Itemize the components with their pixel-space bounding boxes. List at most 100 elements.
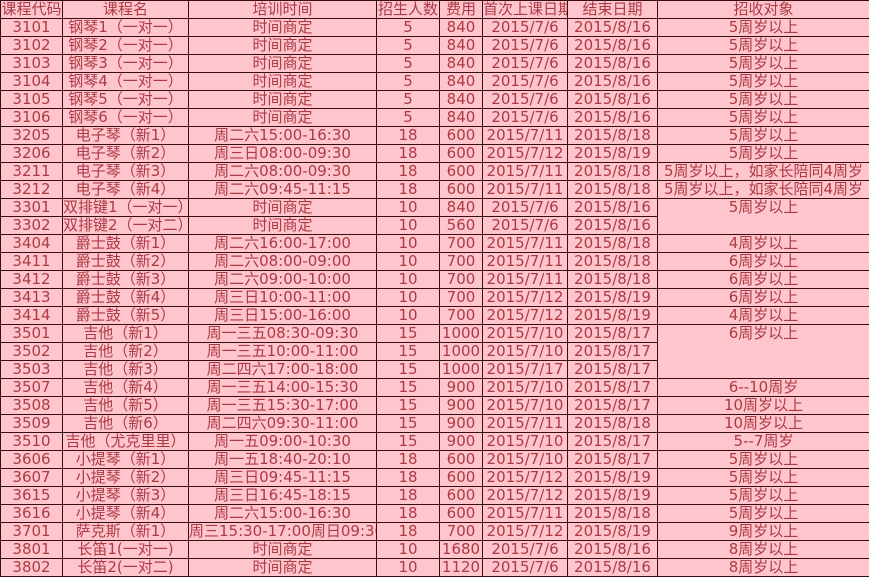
cell-training-time[interactable]: 时间商定: [189, 91, 377, 109]
cell-course-code[interactable]: 3103: [1, 55, 63, 73]
cell-enrollment-count[interactable]: 10: [377, 541, 440, 559]
cell-training-time[interactable]: 周二六15:00-16:30: [189, 127, 377, 145]
cell-fee[interactable]: 1120: [440, 559, 483, 577]
cell-course-name[interactable]: 钢琴5（一对一）: [63, 91, 189, 109]
cell-course-name[interactable]: 钢琴4（一对一）: [63, 73, 189, 91]
cell-target-audience[interactable]: 8周岁以上: [658, 541, 869, 559]
cell-course-code[interactable]: 3411: [1, 253, 63, 271]
cell-first-class-date[interactable]: 2015/7/17: [483, 361, 568, 379]
cell-training-time[interactable]: 周一三五10:00-11:00: [189, 343, 377, 361]
cell-fee[interactable]: 840: [440, 199, 483, 217]
cell-first-class-date[interactable]: 2015/7/6: [483, 37, 568, 55]
cell-course-name[interactable]: 长笛2(一对二): [63, 559, 189, 577]
cell-course-code[interactable]: 3802: [1, 559, 63, 577]
cell-enrollment-count[interactable]: 15: [377, 397, 440, 415]
cell-end-date[interactable]: 2015/8/16: [568, 19, 658, 37]
cell-enrollment-count[interactable]: 10: [377, 559, 440, 577]
cell-enrollment-count[interactable]: 18: [377, 451, 440, 469]
cell-target-audience[interactable]: 5--7周岁: [658, 433, 869, 451]
cell-target-audience[interactable]: 5周岁以上: [658, 91, 869, 109]
header-training-time[interactable]: 培训时间: [189, 1, 377, 19]
cell-fee[interactable]: 600: [440, 505, 483, 523]
cell-target-audience[interactable]: 5周岁以上: [658, 37, 869, 55]
cell-enrollment-count[interactable]: 10: [377, 253, 440, 271]
cell-end-date[interactable]: 2015/8/19: [568, 145, 658, 163]
cell-course-code[interactable]: 3211: [1, 163, 63, 181]
cell-fee[interactable]: 600: [440, 451, 483, 469]
cell-end-date[interactable]: 2015/8/17: [568, 343, 658, 361]
cell-fee[interactable]: 840: [440, 109, 483, 127]
cell-course-name[interactable]: 钢琴2（一对一）: [63, 37, 189, 55]
cell-course-name[interactable]: 吉他（新3）: [63, 361, 189, 379]
cell-fee[interactable]: 600: [440, 469, 483, 487]
cell-course-name[interactable]: 电子琴（新2）: [63, 145, 189, 163]
cell-training-time[interactable]: 周二六15:00-16:30: [189, 505, 377, 523]
cell-enrollment-count[interactable]: 5: [377, 91, 440, 109]
cell-course-code[interactable]: 3105: [1, 91, 63, 109]
cell-training-time[interactable]: 时间商定: [189, 199, 377, 217]
cell-end-date[interactable]: 2015/8/16: [568, 91, 658, 109]
cell-target-audience[interactable]: 5周岁以上: [658, 505, 869, 523]
cell-course-code[interactable]: 3509: [1, 415, 63, 433]
cell-enrollment-count[interactable]: 10: [377, 289, 440, 307]
cell-training-time[interactable]: 时间商定: [189, 37, 377, 55]
cell-target-audience[interactable]: 5周岁以上: [658, 127, 869, 145]
cell-enrollment-count[interactable]: 15: [377, 325, 440, 343]
cell-first-class-date[interactable]: 2015/7/6: [483, 541, 568, 559]
cell-course-name[interactable]: 双排键1（一对一）: [63, 199, 189, 217]
cell-target-audience[interactable]: 5周岁以上: [658, 199, 869, 235]
cell-course-code[interactable]: 3301: [1, 199, 63, 217]
cell-end-date[interactable]: 2015/8/16: [568, 541, 658, 559]
cell-first-class-date[interactable]: 2015/7/10: [483, 433, 568, 451]
cell-enrollment-count[interactable]: 18: [377, 127, 440, 145]
cell-fee[interactable]: 600: [440, 163, 483, 181]
cell-course-code[interactable]: 3412: [1, 271, 63, 289]
cell-first-class-date[interactable]: 2015/7/11: [483, 127, 568, 145]
cell-target-audience[interactable]: 5周岁以上: [658, 19, 869, 37]
cell-course-code[interactable]: 3102: [1, 37, 63, 55]
cell-training-time[interactable]: 周二六08:00-09:30: [189, 163, 377, 181]
cell-end-date[interactable]: 2015/8/16: [568, 199, 658, 217]
cell-end-date[interactable]: 2015/8/18: [568, 271, 658, 289]
cell-course-code[interactable]: 3801: [1, 541, 63, 559]
cell-fee[interactable]: 1000: [440, 325, 483, 343]
cell-training-time[interactable]: 时间商定: [189, 109, 377, 127]
cell-course-name[interactable]: 长笛1(一对一): [63, 541, 189, 559]
cell-end-date[interactable]: 2015/8/18: [568, 505, 658, 523]
cell-first-class-date[interactable]: 2015/7/11: [483, 415, 568, 433]
cell-training-time[interactable]: 周二四六17:00-18:00: [189, 361, 377, 379]
cell-target-audience[interactable]: 4周岁以上: [658, 235, 869, 253]
cell-end-date[interactable]: 2015/8/16: [568, 109, 658, 127]
cell-course-code[interactable]: 3501: [1, 325, 63, 343]
cell-course-code[interactable]: 3510: [1, 433, 63, 451]
cell-enrollment-count[interactable]: 15: [377, 415, 440, 433]
cell-first-class-date[interactable]: 2015/7/6: [483, 91, 568, 109]
cell-end-date[interactable]: 2015/8/19: [568, 307, 658, 325]
cell-training-time[interactable]: 周二六16:00-17:00: [189, 235, 377, 253]
cell-end-date[interactable]: 2015/8/16: [568, 37, 658, 55]
cell-course-code[interactable]: 3607: [1, 469, 63, 487]
cell-course-code[interactable]: 3507: [1, 379, 63, 397]
cell-end-date[interactable]: 2015/8/19: [568, 469, 658, 487]
cell-fee[interactable]: 840: [440, 91, 483, 109]
cell-training-time[interactable]: 周一三五14:00-15:30: [189, 379, 377, 397]
header-fee[interactable]: 费用: [440, 1, 483, 19]
cell-first-class-date[interactable]: 2015/7/11: [483, 235, 568, 253]
cell-course-code[interactable]: 3205: [1, 127, 63, 145]
cell-course-code[interactable]: 3104: [1, 73, 63, 91]
cell-first-class-date[interactable]: 2015/7/12: [483, 469, 568, 487]
cell-course-code[interactable]: 3701: [1, 523, 63, 541]
cell-training-time[interactable]: 周三日16:45-18:15: [189, 487, 377, 505]
cell-course-code[interactable]: 3101: [1, 19, 63, 37]
cell-fee[interactable]: 700: [440, 253, 483, 271]
cell-enrollment-count[interactable]: 5: [377, 19, 440, 37]
cell-end-date[interactable]: 2015/8/18: [568, 163, 658, 181]
cell-fee[interactable]: 840: [440, 73, 483, 91]
cell-training-time[interactable]: 周三日15:00-16:00: [189, 307, 377, 325]
cell-first-class-date[interactable]: 2015/7/6: [483, 559, 568, 577]
cell-enrollment-count[interactable]: 5: [377, 73, 440, 91]
cell-course-name[interactable]: 小提琴（新1）: [63, 451, 189, 469]
cell-fee[interactable]: 840: [440, 19, 483, 37]
header-course-code[interactable]: 课程代码: [1, 1, 63, 19]
cell-training-time[interactable]: 周三日08:00-09:30: [189, 145, 377, 163]
